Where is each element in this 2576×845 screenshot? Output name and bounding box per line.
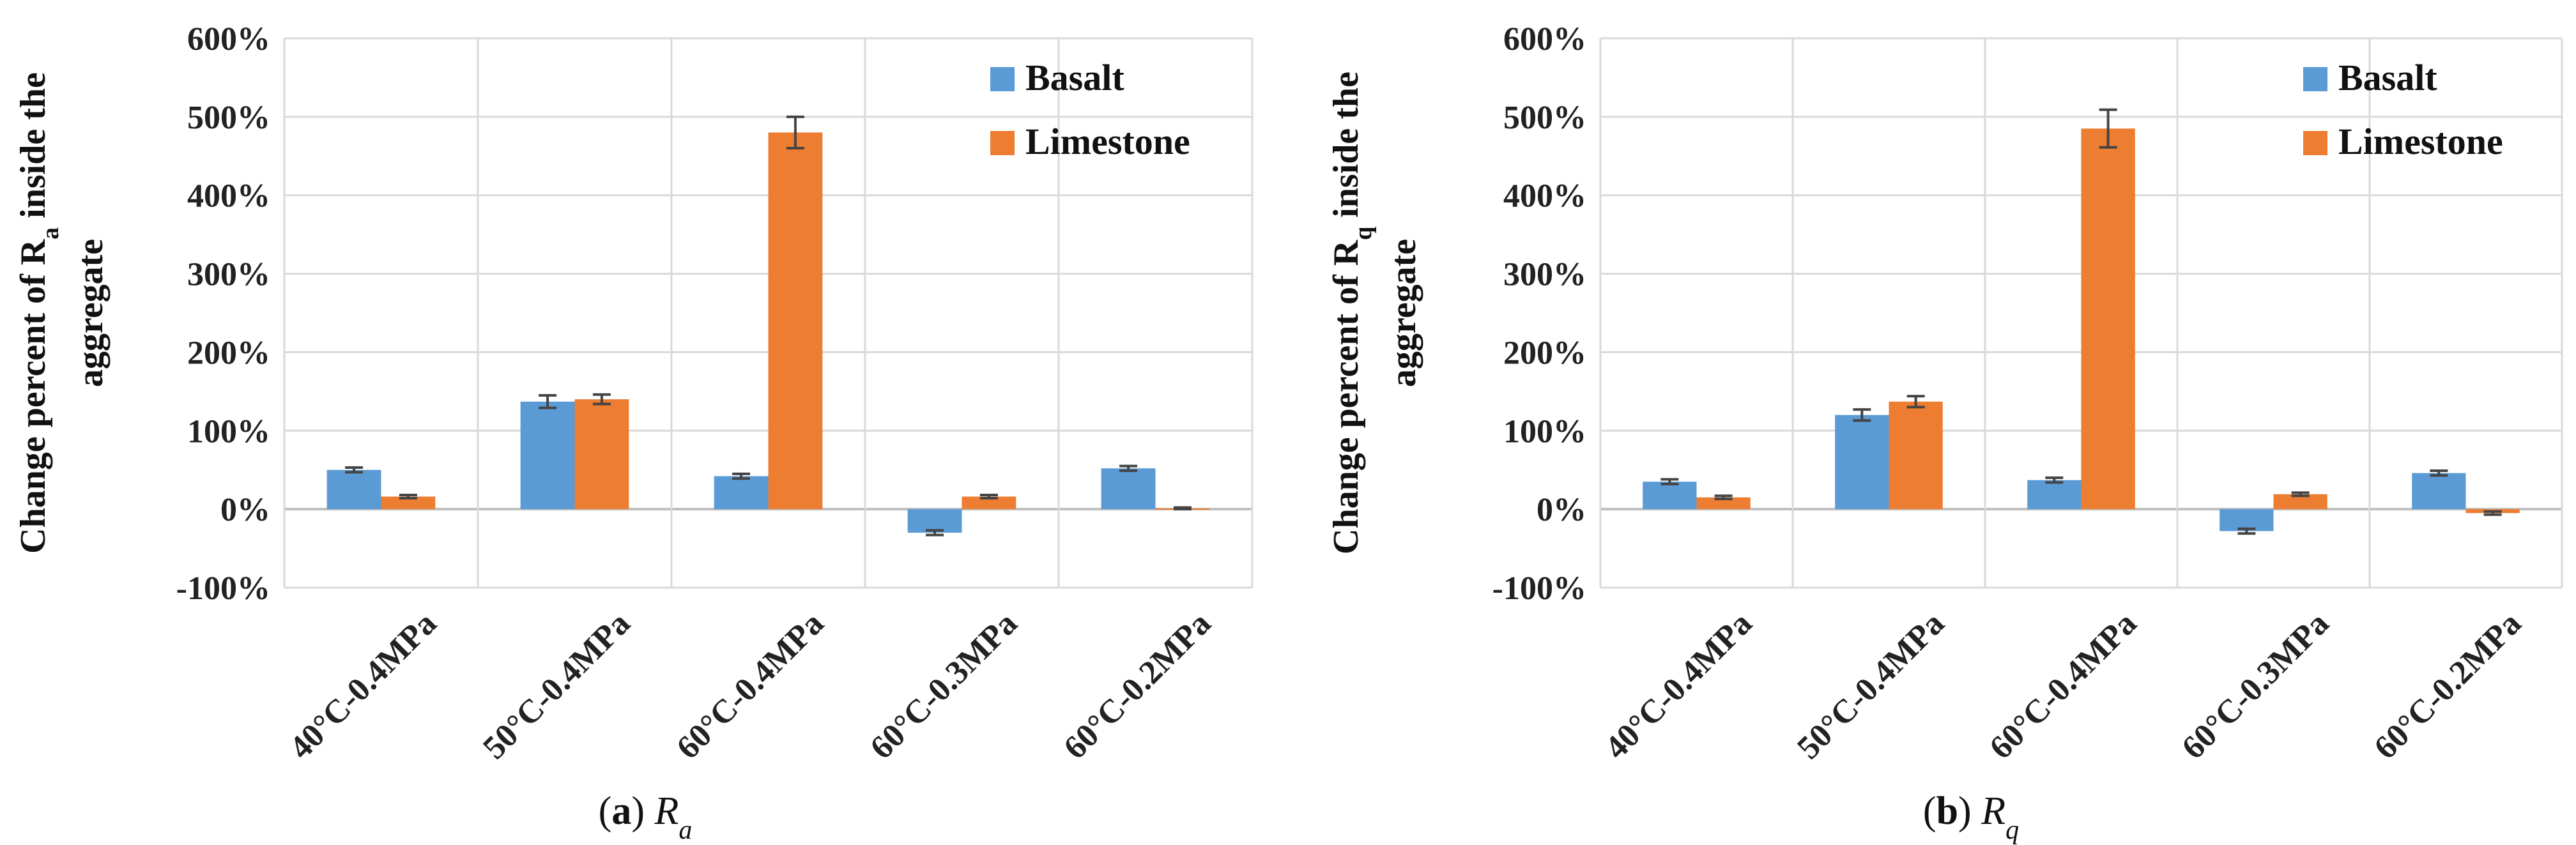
legend-swatch-limestone <box>2303 131 2327 155</box>
x-tick-label: 50°C-0.4MPa <box>1790 605 1951 766</box>
y-tick-label: 0% <box>1537 492 1586 528</box>
legend: Basalt Limestone <box>990 57 1190 162</box>
bar-limestone <box>962 496 1016 510</box>
error-bar <box>2430 469 2448 477</box>
y-tick-label: 100% <box>1503 413 1586 450</box>
bar-basalt <box>2220 509 2274 531</box>
bar-limestone <box>381 496 436 510</box>
bar-limestone <box>574 399 629 510</box>
bar-basalt <box>907 509 962 533</box>
bar-basalt <box>326 469 381 510</box>
legend-swatch-basalt <box>990 67 1015 91</box>
y-tick-label: 400% <box>187 178 270 215</box>
bar-basalt <box>2027 480 2082 510</box>
error-bar <box>2483 510 2502 516</box>
y-tick-label: 500% <box>187 100 270 136</box>
y-tick-label: 300% <box>187 257 270 293</box>
bar-limestone <box>768 132 823 510</box>
error-bar <box>1906 395 1925 409</box>
bar-basalt <box>1643 482 1697 510</box>
error-bar <box>2045 476 2064 484</box>
error-bar <box>539 394 557 409</box>
legend-swatch-limestone <box>990 131 1015 155</box>
error-bar <box>926 529 944 537</box>
x-tick-label: 40°C-0.4MPa <box>282 605 443 766</box>
error-bar <box>732 472 751 480</box>
bar-basalt <box>1101 468 1156 510</box>
panel-caption: (a) Ra <box>599 789 693 845</box>
error-bar <box>1714 494 1733 501</box>
y-axis-label: Change percent of Rq inside the <box>1326 72 1377 554</box>
bar-basalt <box>714 476 769 510</box>
chart-panel-b: 600% 500% 400% 300% 200% 100% 0% -100% 40°C-0.4M… <box>1326 21 2563 845</box>
x-tick-label: 50°C-0.4MPa <box>476 605 637 766</box>
y-tick-label: -100% <box>1492 570 1586 607</box>
error-bar <box>2291 491 2310 498</box>
error-bar <box>979 494 998 499</box>
error-bar <box>1660 478 1679 485</box>
legend: Basalt Limestone <box>2303 57 2503 162</box>
legend-label-basalt: Basalt <box>2338 57 2437 98</box>
x-tick-label: 60°C-0.3MPa <box>2175 605 2336 766</box>
bar-limestone <box>1889 401 1943 510</box>
legend-label-limestone: Limestone <box>1025 121 1190 162</box>
error-bar <box>399 494 417 499</box>
bar-limestone <box>1696 497 1751 510</box>
bar-basalt <box>2412 473 2466 510</box>
y-tick-label: 500% <box>1503 100 1586 136</box>
y-tick-label: 300% <box>1503 257 1586 293</box>
legend-label-basalt: Basalt <box>1025 57 1124 98</box>
bar-limestone <box>2273 494 2327 510</box>
error-bar <box>1119 464 1138 472</box>
x-tick-label: 40°C-0.4MPa <box>1598 605 1759 766</box>
error-bar <box>592 393 611 406</box>
error-bar <box>345 466 364 474</box>
x-tick-label: 60°C-0.2MPa <box>1057 605 1218 766</box>
x-tick-label: 60°C-0.4MPa <box>670 605 831 766</box>
legend-swatch-basalt <box>2303 67 2327 91</box>
error-bar <box>786 115 804 149</box>
chart-panel-a: 600% 500% 400% 300% 200% 100% 0% -100% 40°C-0.4M… <box>13 21 1254 845</box>
error-bar <box>2237 527 2256 535</box>
error-bar <box>2099 108 2117 149</box>
y-tick-label: 400% <box>1503 178 1586 215</box>
x-tick-label: 60°C-0.3MPa <box>863 605 1024 766</box>
y-tick-label: -100% <box>176 570 270 607</box>
bar-limestone <box>2081 128 2135 510</box>
y-axis-label-line2: aggregate <box>71 239 111 387</box>
panel-caption: (b) Rq <box>1923 789 2019 845</box>
y-axis-label-line2: aggregate <box>1384 239 1423 387</box>
error-bar <box>1853 408 1871 422</box>
y-tick-label: 200% <box>1503 335 1586 371</box>
y-axis-label: Change percent of Ra inside the <box>13 72 64 554</box>
error-bar <box>1173 506 1192 511</box>
y-tick-label: 0% <box>220 492 270 528</box>
y-tick-label: 600% <box>187 21 270 57</box>
y-tick-label: 200% <box>187 335 270 371</box>
y-tick-label: 100% <box>187 413 270 450</box>
legend-label-limestone: Limestone <box>2338 121 2503 162</box>
x-tick-label: 60°C-0.4MPa <box>1982 605 2143 766</box>
y-tick-label: 600% <box>1503 21 1586 57</box>
x-tick-label: 60°C-0.2MPa <box>2367 605 2528 766</box>
bar-basalt <box>1835 415 1889 510</box>
bar-basalt <box>520 401 575 510</box>
